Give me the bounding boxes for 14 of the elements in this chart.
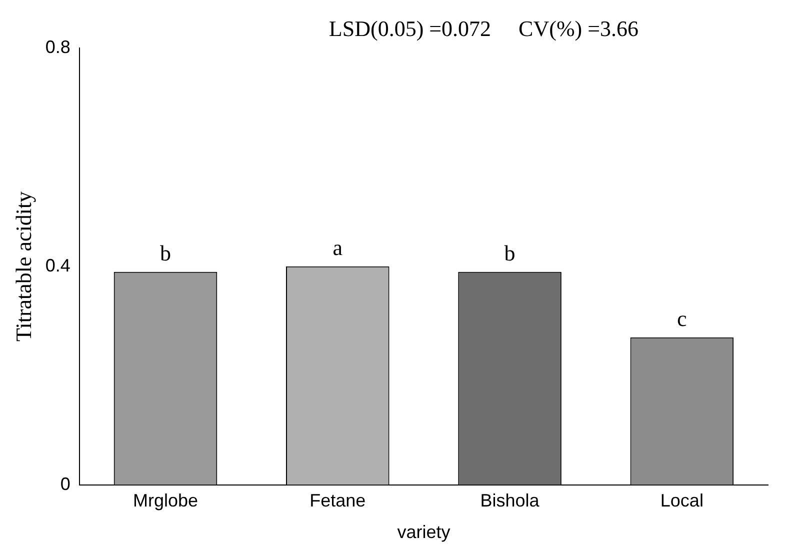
x-tick-label: Local (660, 490, 704, 511)
annotation: a (332, 235, 343, 260)
annotation: b (504, 240, 516, 266)
x-tick-label: Mrglobe (132, 490, 198, 511)
x-axis-title: variety (397, 522, 450, 542)
annotation: c (677, 306, 688, 332)
x-tick-label: Bishola (480, 490, 540, 511)
x-tick-label: Fetane (310, 490, 366, 511)
y-axis-title: Titratable acidity (10, 191, 36, 342)
y-tick-label: 0.8 (45, 36, 70, 57)
annotation: b (160, 240, 171, 266)
y-tick-label: 0 (60, 474, 70, 494)
text: LSD(0.05) =0.072 CV(%) =3.66 (328, 16, 638, 41)
y-tick-label: 0.4 (45, 255, 70, 276)
